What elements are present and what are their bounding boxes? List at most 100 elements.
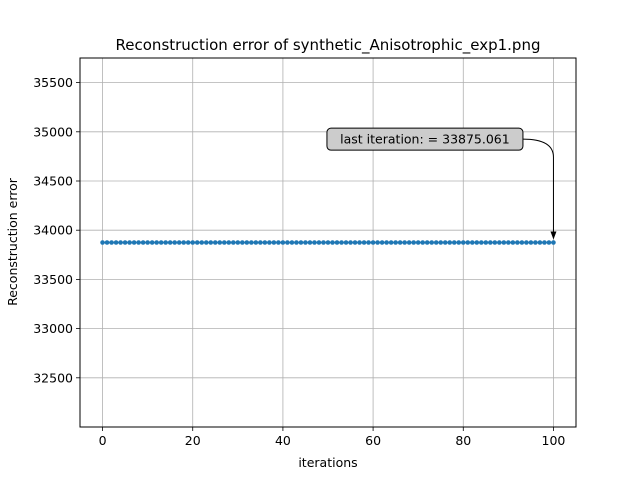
data-point	[262, 240, 268, 245]
data-point	[474, 240, 480, 245]
data-point	[537, 240, 543, 245]
chart-title: Reconstruction error of synthetic_Anisot…	[116, 36, 541, 55]
last-iteration-annotation: last iteration: = 33875.061	[326, 127, 557, 240]
data-point	[149, 240, 155, 245]
data-point	[113, 240, 119, 245]
data-point	[483, 240, 489, 245]
data-point	[510, 240, 516, 245]
data-point	[460, 240, 466, 245]
data-point	[181, 240, 187, 245]
annotation-box	[326, 127, 524, 151]
data-point	[465, 240, 471, 245]
x-tick-label: 80	[455, 433, 471, 448]
data-point	[348, 240, 353, 245]
data-point	[375, 240, 380, 245]
data-point	[501, 240, 507, 245]
data-point	[235, 240, 241, 245]
data-point	[131, 240, 137, 245]
data-point	[303, 240, 308, 245]
data-point	[172, 240, 177, 245]
data-point	[158, 240, 164, 245]
x-tick-label: 40	[275, 433, 291, 448]
data-point	[343, 240, 349, 245]
data-point	[451, 240, 457, 245]
annotation-text: last iteration: = 33875.061	[340, 132, 510, 147]
data-point	[402, 240, 407, 245]
data-point	[271, 240, 277, 245]
data-point	[456, 240, 462, 245]
data-point	[424, 240, 430, 245]
data-point	[221, 240, 227, 245]
data-point	[397, 240, 403, 245]
y-tick-label: 33500	[33, 272, 73, 287]
data-point	[167, 240, 173, 245]
data-point	[145, 240, 150, 245]
data-point	[312, 240, 317, 245]
data-point	[438, 240, 444, 245]
data-point	[212, 240, 218, 245]
data-point	[100, 240, 105, 245]
data-point	[551, 240, 556, 245]
y-tick-label: 33000	[33, 321, 73, 336]
data-point	[321, 240, 326, 245]
data-point	[406, 240, 412, 245]
y-tick-label: 34000	[33, 223, 73, 238]
annotation-arrow	[522, 138, 554, 235]
data-point	[497, 240, 502, 245]
y-axis: 32500 33000 33500 34000 34500 35000 35500	[33, 75, 80, 385]
data-point	[190, 240, 196, 245]
data-point	[330, 240, 335, 245]
data-point	[163, 240, 168, 245]
data-point	[249, 240, 254, 245]
x-tick-label: 100	[542, 433, 566, 448]
data-point	[488, 240, 493, 245]
data-point	[325, 240, 331, 245]
data-point	[194, 240, 200, 245]
data-point	[420, 240, 425, 245]
data-point	[285, 240, 290, 245]
data-point	[127, 240, 132, 245]
data-point	[176, 240, 182, 245]
data-point	[334, 240, 340, 245]
data-point	[352, 240, 358, 245]
data-point	[393, 240, 398, 245]
data-point	[379, 240, 385, 245]
data-point	[411, 240, 416, 245]
data-point	[429, 240, 435, 245]
data-point	[258, 240, 263, 245]
data-point	[546, 240, 552, 245]
data-point	[447, 240, 453, 245]
x-tick-label: 60	[365, 433, 381, 448]
x-axis: 0 20 40 60 80 100	[99, 427, 566, 448]
x-tick-label: 20	[185, 433, 201, 448]
data-point	[442, 240, 448, 245]
data-point	[433, 240, 439, 245]
data-point	[506, 240, 511, 245]
data-point	[384, 240, 389, 245]
data-point	[524, 240, 529, 245]
data-point	[208, 240, 214, 245]
data-point	[280, 240, 286, 245]
data-point	[307, 240, 313, 245]
x-axis-label: iterations	[298, 455, 357, 470]
plot-area-frame	[79, 57, 577, 428]
data-point	[492, 240, 498, 245]
y-tick-label: 32500	[33, 370, 73, 385]
data-point	[253, 240, 259, 245]
y-axis-label: Reconstruction error	[5, 177, 20, 306]
x-tick-label: 0	[99, 433, 107, 448]
y-tick-label: 35000	[33, 124, 73, 139]
data-point	[122, 240, 128, 245]
data-point	[542, 240, 547, 245]
data-point	[118, 240, 123, 245]
data-point	[185, 240, 191, 245]
annotation-arrowhead	[550, 231, 557, 240]
data-point	[339, 240, 344, 245]
data-point	[515, 240, 520, 245]
y-tick-label: 34500	[33, 174, 73, 189]
data-point	[244, 240, 250, 245]
data-point	[357, 240, 362, 245]
data-point	[231, 240, 236, 245]
data-point	[276, 240, 281, 245]
